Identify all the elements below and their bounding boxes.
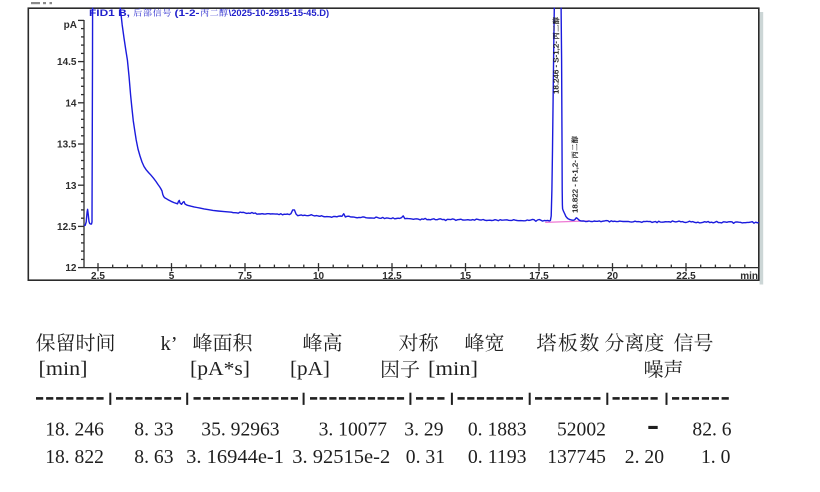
svg-text:min: min (740, 271, 758, 282)
svg-text:k’: k’ (161, 333, 178, 355)
svg-text:[min]: [min] (428, 358, 478, 380)
svg-text:12.5: 12.5 (382, 271, 402, 282)
svg-text:[pA]: [pA] (290, 358, 330, 380)
svg-text:2.5: 2.5 (91, 271, 105, 282)
svg-text:[min]: [min] (39, 358, 88, 380)
svg-text:FID1 B,: FID1 B, (89, 8, 130, 18)
svg-text:3. 29: 3. 29 (404, 418, 443, 440)
svg-text:18.246 - S-1,2-: 18.246 - S-1,2- (552, 40, 561, 94)
svg-text:20: 20 (607, 271, 619, 282)
svg-text:35. 92963: 35. 92963 (201, 418, 279, 440)
svg-text:12: 12 (65, 263, 77, 274)
svg-text:82. 6: 82. 6 (692, 418, 731, 440)
svg-text:(1-2-: (1-2- (175, 8, 200, 18)
svg-text:pA: pA (64, 20, 77, 31)
svg-text:18.822 - R-1,2-: 18.822 - R-1,2- (571, 159, 580, 213)
svg-text:0. 1193: 0. 1193 (468, 446, 527, 468)
svg-text:17.5: 17.5 (529, 271, 549, 282)
svg-text:3. 16944e-1: 3. 16944e-1 (186, 446, 284, 468)
svg-text:22.5: 22.5 (676, 271, 696, 282)
svg-text:15: 15 (460, 271, 472, 282)
svg-text:8. 33: 8. 33 (134, 418, 173, 440)
svg-text:52002: 52002 (557, 418, 606, 440)
svg-text:[pA*s]: [pA*s] (190, 358, 250, 380)
svg-text:13: 13 (65, 181, 77, 192)
svg-text:8. 63: 8. 63 (134, 446, 173, 468)
svg-text:7.5: 7.5 (238, 271, 252, 282)
svg-text:18. 822: 18. 822 (45, 446, 104, 468)
svg-text:18. 246: 18. 246 (45, 418, 104, 440)
svg-text:12.5: 12.5 (57, 222, 77, 233)
svg-text:13.5: 13.5 (57, 140, 77, 151)
svg-text:3. 10077: 3. 10077 (319, 418, 388, 440)
svg-text:14: 14 (65, 98, 77, 109)
svg-text:14.5: 14.5 (57, 57, 77, 68)
svg-text:10: 10 (313, 271, 325, 282)
svg-text:3. 92515e-2: 3. 92515e-2 (292, 446, 390, 468)
svg-text:137745: 137745 (547, 446, 606, 468)
svg-text:1. 0: 1. 0 (701, 446, 730, 468)
svg-text:5: 5 (169, 271, 175, 282)
svg-text:\2025-10-2915-15-45.D): \2025-10-2915-15-45.D) (229, 8, 330, 18)
svg-text:0. 1883: 0. 1883 (468, 418, 527, 440)
svg-text:0. 31: 0. 31 (406, 446, 445, 468)
svg-text:2. 20: 2. 20 (625, 446, 664, 468)
